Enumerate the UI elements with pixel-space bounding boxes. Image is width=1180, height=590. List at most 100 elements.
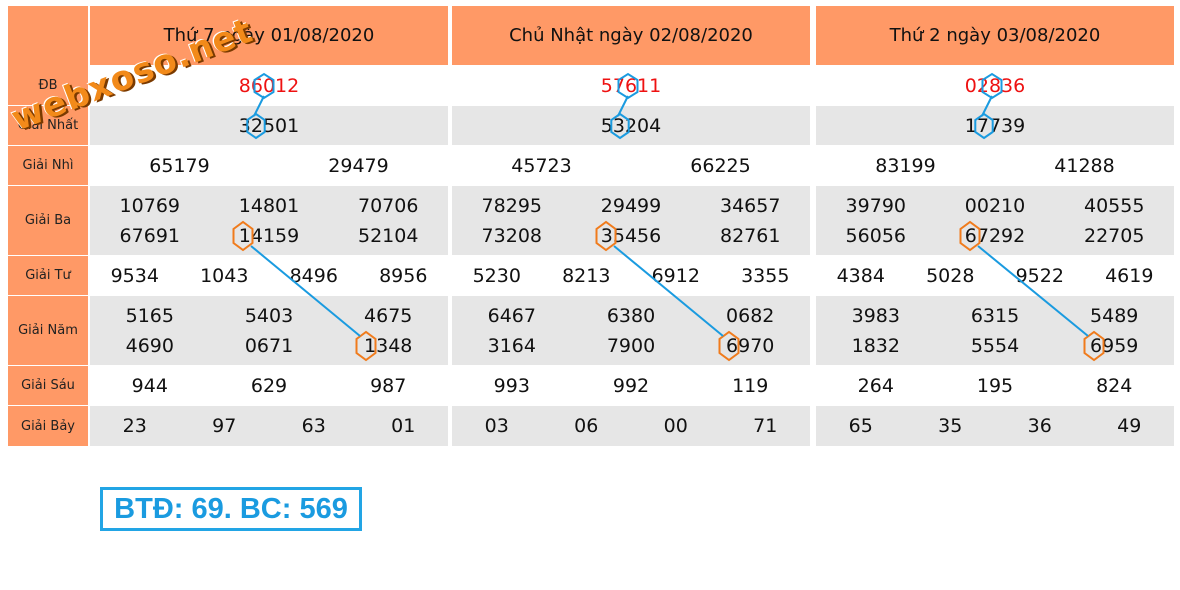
fifth-prize-digit-marker [355,330,377,362]
row-bg-nhat [90,106,448,145]
prize-number: 4619 [1105,265,1154,287]
prize-number: 8213 [562,265,611,287]
prize-number: 78295 [481,195,543,217]
row-bg-sau [816,366,1174,405]
third-prize-digit-marker [232,220,254,252]
prize-number: 1832 [851,335,900,357]
prize-number: 73208 [481,225,543,247]
first-prize-digit-marker [610,112,630,140]
prize-number: 02836 [964,75,1026,97]
row-label-nhi: Giải Nhì [8,146,88,185]
marker-link-line [977,245,1089,337]
prize-number: 83199 [875,155,936,177]
marker-link-line [250,245,361,337]
special-digit-marker [253,72,275,100]
prize-number: 29479 [328,155,389,177]
prize-number: 39790 [845,195,907,217]
prize-number: 4384 [836,265,885,287]
result-box: BTĐ: 69. BC: 569 [100,487,362,531]
third-prize-digit-marker [959,220,981,252]
prize-number: 03 [484,415,509,437]
prize-number: 57611 [600,75,662,97]
row-bg-bay [816,406,1174,446]
row-bg-nhat [816,106,1174,145]
row-label-ba: Giải Ba [8,186,88,255]
prize-number: 65 [848,415,873,437]
row-bg-nam [452,296,810,365]
prize-number: 67691 [119,225,181,247]
row-bg-ba [452,186,810,255]
prize-number: 65179 [149,155,210,177]
prize-number: 993 [493,375,530,397]
prize-number: 6315 [970,305,1020,327]
row-bg-bay [90,406,448,446]
prize-number: 53204 [600,115,662,137]
row-bg-nhat [452,106,810,145]
prize-number: 9522 [1015,265,1064,287]
prize-number: 6912 [651,265,700,287]
prize-number: 66225 [690,155,751,177]
prize-number: 06 [574,415,599,437]
row-bg-ba [90,186,448,255]
prize-number: 8956 [379,265,428,287]
day-header-1: Chủ Nhật ngày 02/08/2020 [452,6,810,65]
prize-number: 56056 [845,225,907,247]
marker-link-line [253,95,265,117]
marker-link-line [981,95,993,117]
row-label-nhat: Giải Nhất [8,106,88,145]
prize-number: 7900 [606,335,656,357]
prize-number: 01 [391,415,416,437]
row-label-tu: Giải Tư [8,256,88,295]
row-label-sau: Giải Sáu [8,366,88,405]
row-bg-db [90,66,448,105]
row-label-db: ĐB [8,66,88,105]
row-bg-nhi [816,146,1174,185]
fifth-prize-digit-marker [1083,330,1105,362]
row-bg-nam [90,296,448,365]
prize-number: 41288 [1054,155,1115,177]
first-prize-digit-marker [246,112,266,140]
prize-number: 00210 [964,195,1026,217]
special-digit-marker [617,72,639,100]
prize-number: 70706 [357,195,419,217]
prize-number: 36 [1027,415,1052,437]
prize-number: 5403 [244,305,294,327]
row-bg-nhi [452,146,810,185]
row-label-nam: Giải Năm [8,296,88,365]
fifth-prize-digit-marker [718,330,740,362]
corner-header [8,6,88,66]
prize-number: 5489 [1090,305,1139,327]
row-bg-db [816,66,1174,105]
row-bg-tu [452,256,810,295]
prize-number: 4690 [125,335,174,357]
prize-number: 992 [612,375,650,397]
prize-number: 34657 [719,195,781,217]
prize-number: 8496 [289,265,338,287]
prize-number: 5230 [472,265,521,287]
marker-link-line [613,245,724,337]
prize-number: 45723 [511,155,572,177]
prize-number: 0682 [726,305,775,327]
prize-number: 6467 [487,305,536,327]
row-bg-bay [452,406,810,446]
first-prize-digit-marker [974,112,994,140]
prize-number: 629 [250,375,288,397]
prize-number: 40555 [1083,195,1145,217]
prize-number: 23 [122,415,147,437]
prize-number: 4675 [364,305,413,327]
prize-number: 29499 [600,195,662,217]
row-bg-sau [452,366,810,405]
prize-number: 35 [938,415,963,437]
prize-number: 32501 [238,115,300,137]
prize-number: 5028 [926,265,975,287]
row-bg-sau [90,366,448,405]
third-prize-digit-marker [595,220,617,252]
prize-number: 5165 [125,305,174,327]
prize-number: 944 [131,375,168,397]
row-bg-nam [816,296,1174,365]
prize-number: 82761 [719,225,781,247]
prize-number: 14801 [238,195,300,217]
prize-number: 6380 [606,305,656,327]
prize-number: 71 [753,415,778,437]
prize-number: 5554 [970,335,1020,357]
